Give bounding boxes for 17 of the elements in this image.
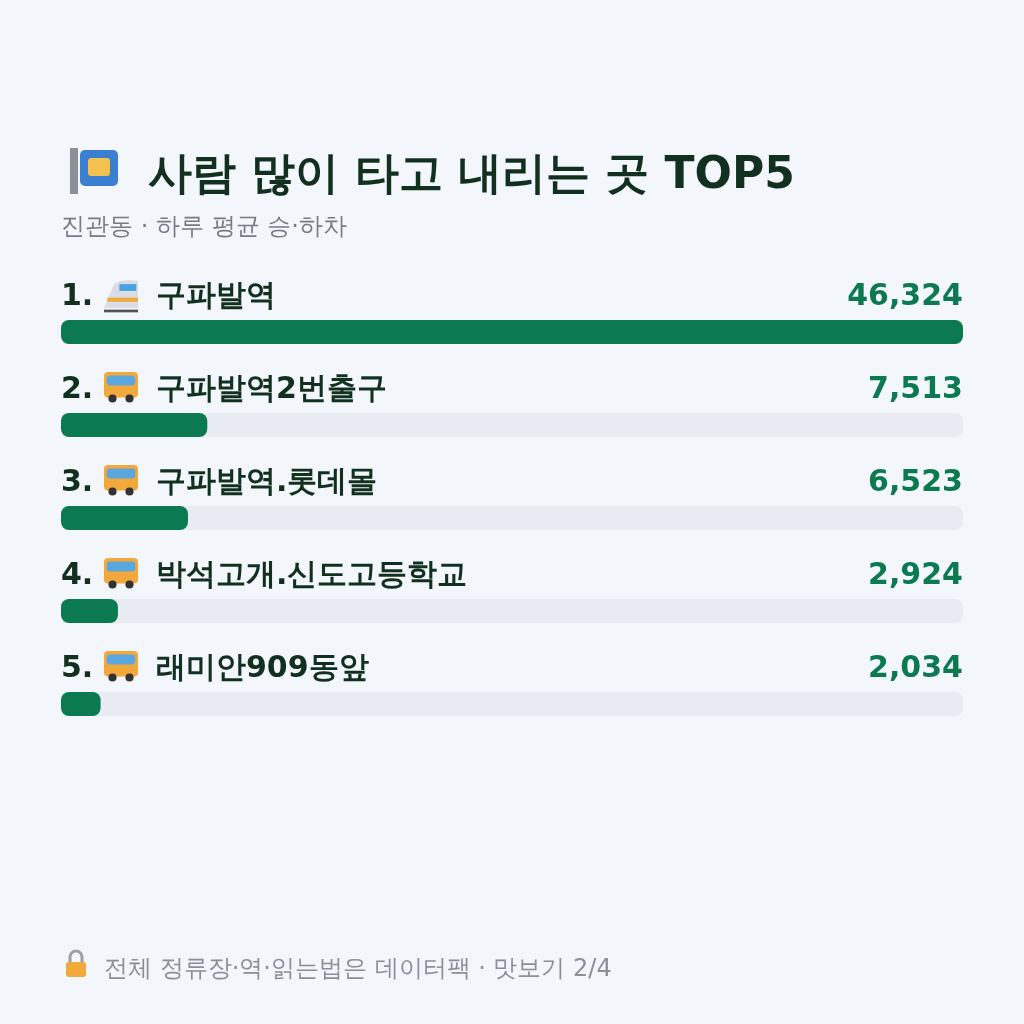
bar [61,506,189,530]
data-label: 2,034 [868,649,963,684]
bar [61,599,118,623]
data-label: 7,513 [868,370,963,405]
category-label: 1. 구파발역 [61,277,276,312]
data-label: 6,523 [868,463,963,498]
text: 전체 정류장·역·읽는법은 데이터팩 · 맛보기 2/4 [104,954,612,982]
category-label: 5. 래미안909동앞 [61,649,369,684]
chart-title: 사람 많이 타고 내리는 곳 TOP5 [148,147,795,198]
data-label: 46,324 [847,277,963,312]
category-label: 3. 구파발역.롯데몰 [61,463,378,498]
category-label: 2. 구파발역2번출구 [61,370,387,405]
bar [61,413,208,437]
bar [61,692,101,716]
chart-subtitle: 진관동 · 하루 평균 승·하차 [61,212,347,240]
data-label: 2,924 [868,556,963,591]
category-label: 4. 박석고개.신도고등학교 [61,556,468,591]
